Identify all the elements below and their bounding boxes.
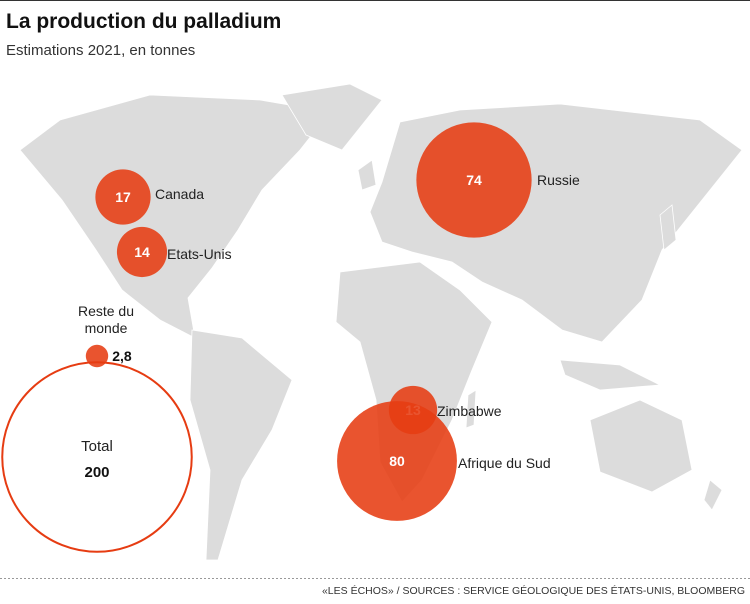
bubble	[95, 169, 151, 225]
subtitle: Estimations 2021, en tonnes	[6, 42, 195, 59]
bubble	[116, 226, 168, 278]
country-label: Etats-Unis	[167, 246, 232, 262]
country-label: Afrique du Sud	[458, 455, 551, 471]
country-label: Zimbabwe	[437, 403, 502, 419]
total-label: Total	[81, 438, 113, 455]
world-map	[19, 83, 743, 561]
country-label: Reste du monde	[77, 303, 135, 336]
total-value: 200	[84, 464, 109, 481]
value-label: 17	[115, 189, 131, 205]
total-bubble	[1, 361, 193, 553]
value-label: 2,8	[112, 348, 132, 364]
bubble	[85, 344, 109, 368]
value-label: 14	[134, 244, 150, 260]
title: La production du palladium	[6, 10, 281, 33]
value-label: 80	[389, 453, 405, 469]
bubble	[416, 122, 532, 238]
bubble	[337, 401, 457, 521]
source: «LES ÉCHOS» / SOURCES : SERVICE GÉOLOGIQ…	[322, 584, 745, 597]
value-label: 74	[466, 172, 482, 188]
country-label: Canada	[155, 186, 205, 202]
country-label: Russie	[537, 172, 580, 188]
